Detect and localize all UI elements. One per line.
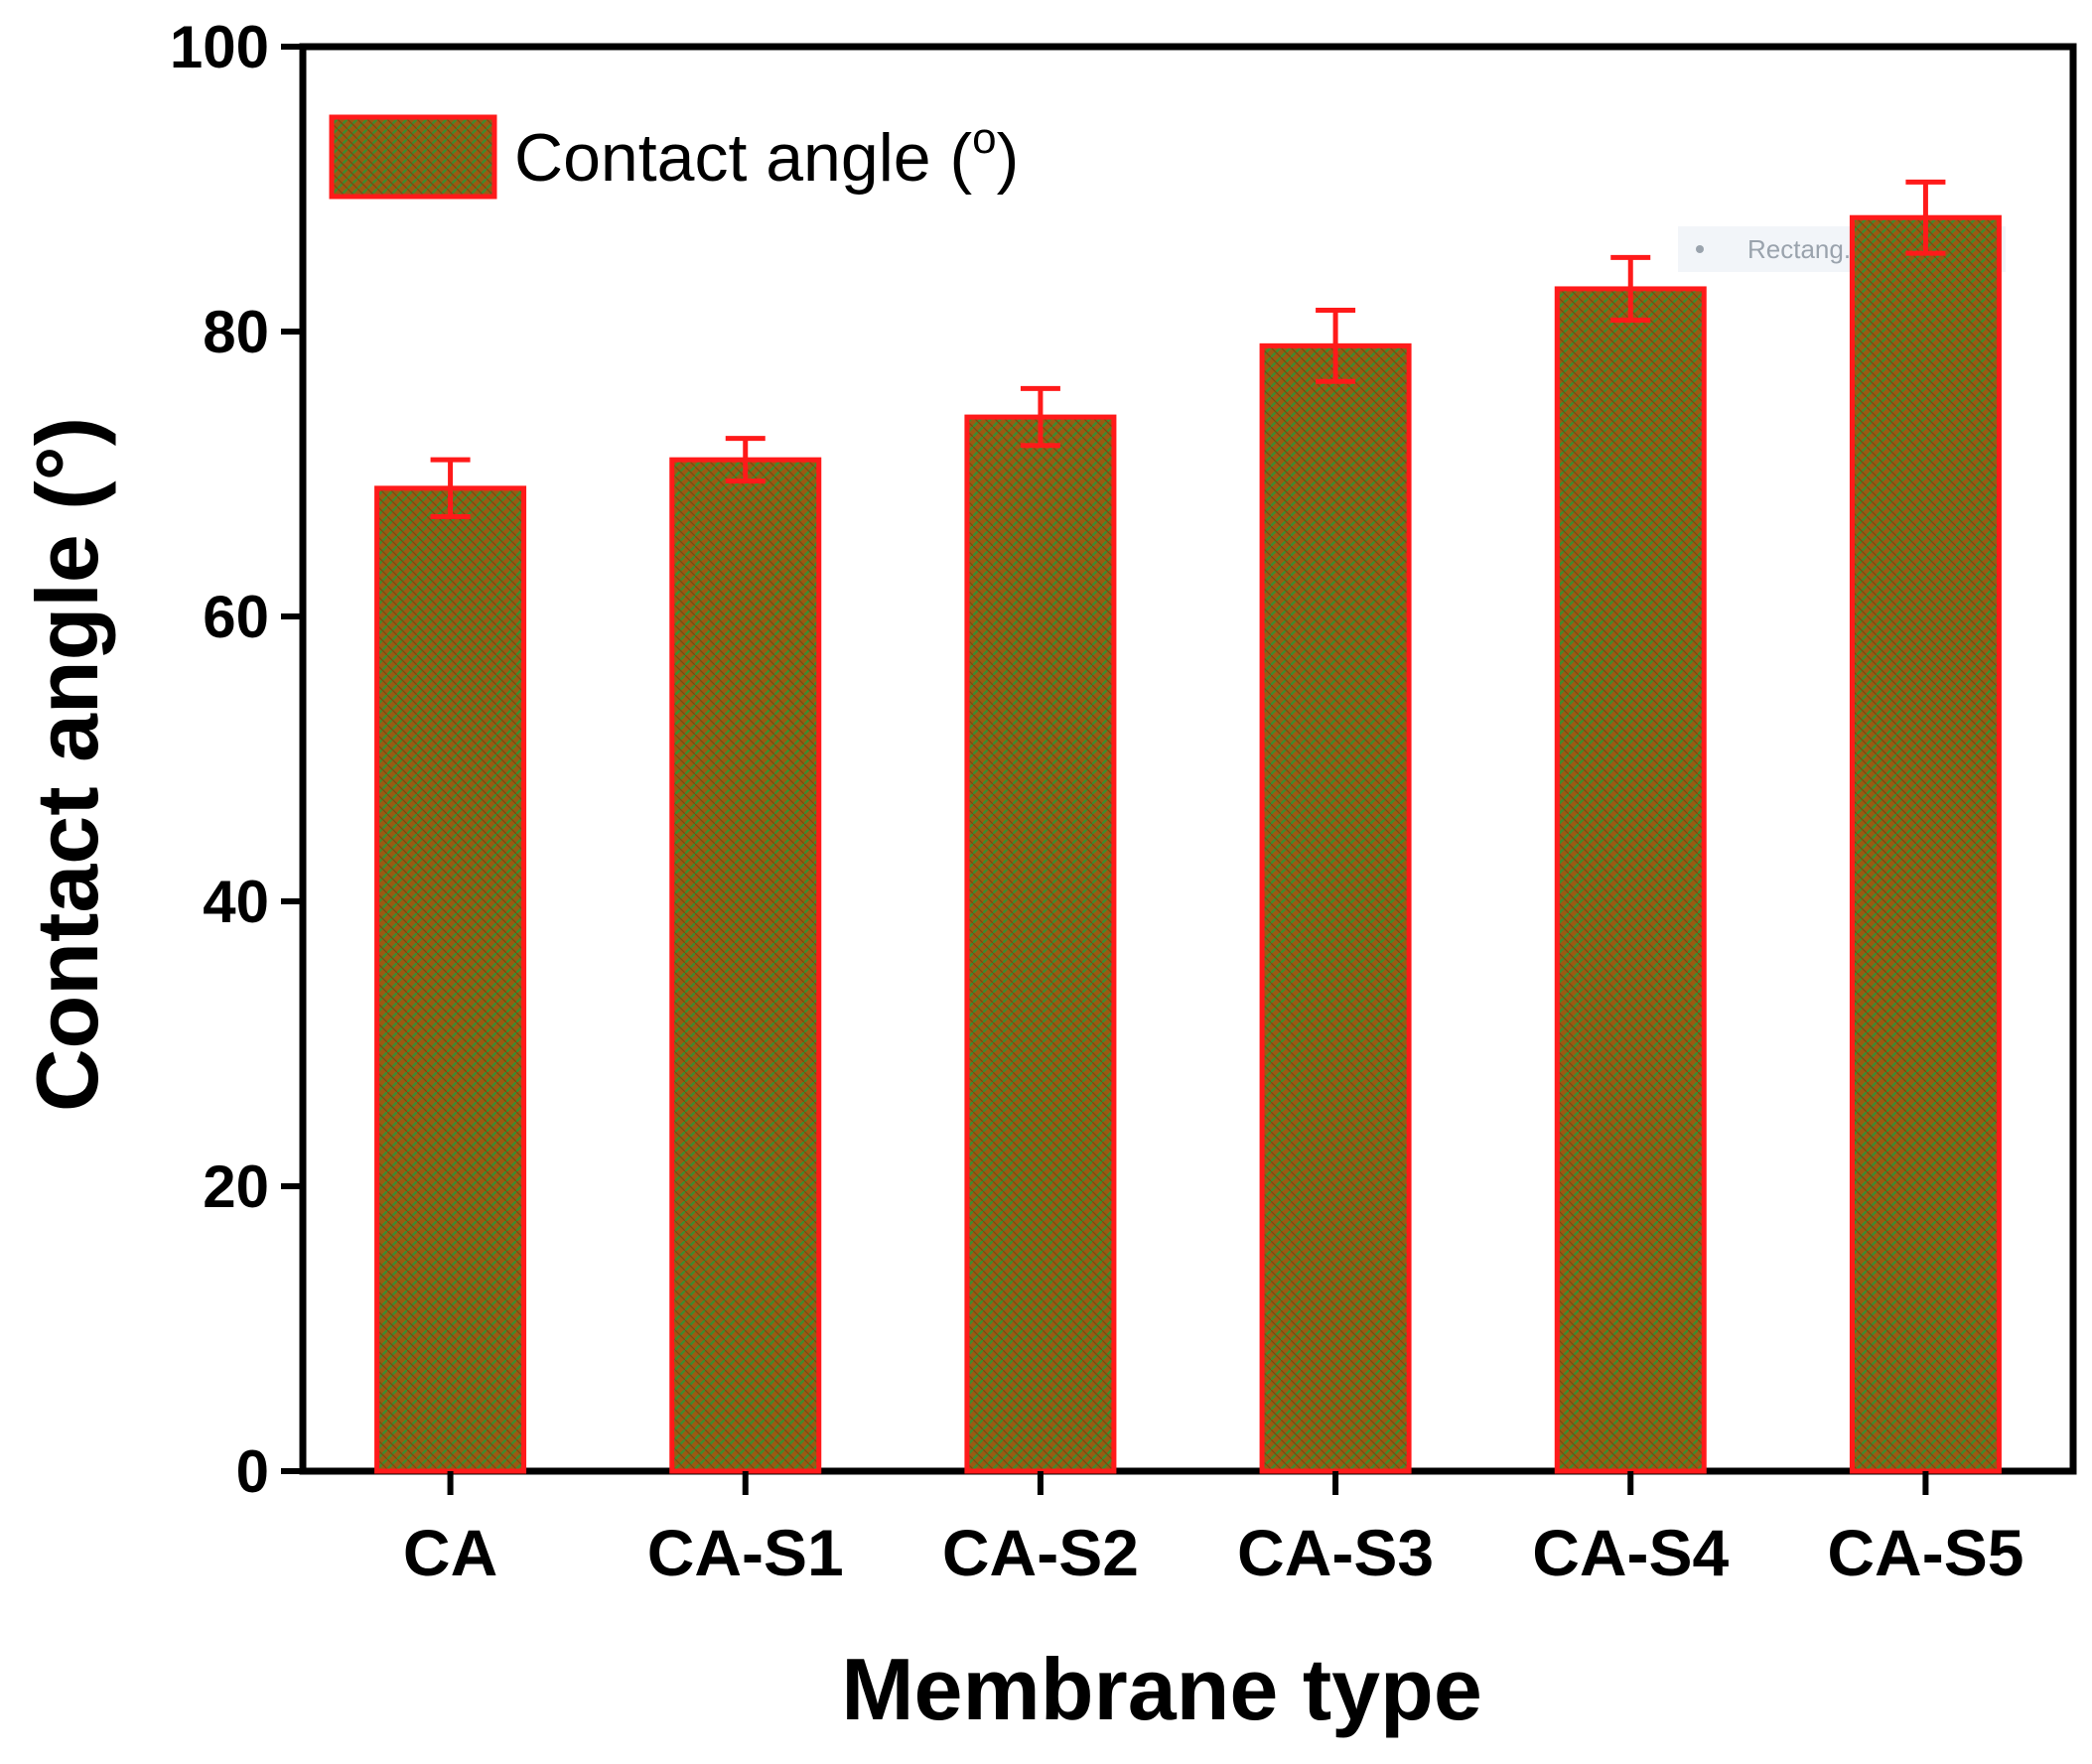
bar xyxy=(1259,342,1412,1474)
watermark-text: Rectang... xyxy=(1747,234,1866,264)
y-axis-ticks: 0 20 40 60 80 100 xyxy=(170,14,303,1505)
y-tick-label: 80 xyxy=(203,299,269,365)
bars-group xyxy=(374,214,2002,1474)
x-axis-title: Membrane type xyxy=(841,1640,1482,1738)
x-tick-label: CA-S1 xyxy=(647,1516,844,1589)
plot-area xyxy=(299,43,2077,1475)
x-tick-label: CA-S2 xyxy=(942,1516,1139,1589)
x-axis-ticks: CA CA-S1 CA-S2 CA-S3 CA-S4 CA-S5 xyxy=(403,1471,2023,1589)
y-tick-label: 100 xyxy=(170,14,269,80)
bar xyxy=(669,457,822,1474)
legend-label-close: ) xyxy=(997,120,1020,196)
x-tick-label: CA-S3 xyxy=(1237,1516,1434,1589)
plot-frame xyxy=(299,43,2077,1475)
legend-label: Contact angle (o) xyxy=(514,114,1019,196)
error-bars-group xyxy=(430,179,1946,520)
y-tick-label: 0 xyxy=(236,1438,269,1505)
y-tick-label: 60 xyxy=(203,584,269,650)
bar xyxy=(1849,214,2002,1474)
x-tick-label: CA xyxy=(403,1516,497,1589)
bar xyxy=(374,485,527,1474)
bar xyxy=(964,414,1117,1474)
y-tick-label: 40 xyxy=(203,869,269,935)
x-tick-label: CA-S5 xyxy=(1827,1516,2023,1589)
bar xyxy=(1554,286,1707,1474)
legend-label-superscript: o xyxy=(972,114,996,163)
legend-label-text: Contact angle ( xyxy=(514,120,973,196)
legend-swatch xyxy=(329,114,497,200)
y-axis-title: Contact angle (°) xyxy=(18,417,116,1112)
x-tick-label: CA-S4 xyxy=(1532,1516,1729,1589)
legend: Contact angle (o) xyxy=(329,114,1019,200)
y-tick-label: 20 xyxy=(203,1153,269,1220)
